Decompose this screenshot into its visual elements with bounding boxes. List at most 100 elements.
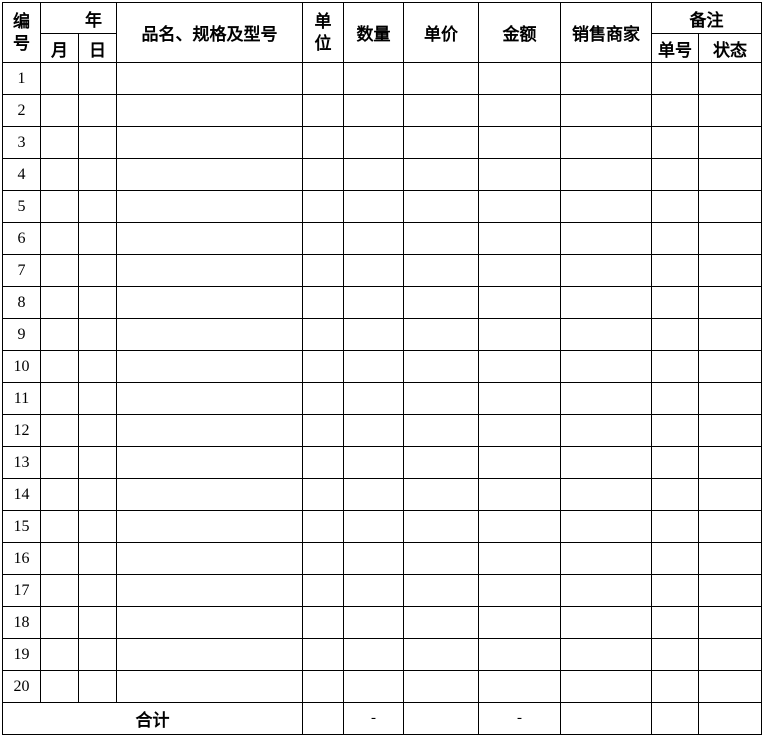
table-cell[interactable] — [698, 446, 762, 479]
table-cell[interactable] — [343, 190, 404, 223]
table-cell[interactable] — [403, 606, 479, 639]
table-cell[interactable] — [78, 414, 117, 447]
table-cell[interactable] — [343, 574, 404, 607]
table-cell[interactable] — [40, 254, 79, 287]
table-cell[interactable] — [403, 478, 479, 511]
table-cell[interactable] — [698, 222, 762, 255]
table-cell[interactable] — [403, 222, 479, 255]
table-cell[interactable] — [403, 670, 479, 703]
table-cell[interactable] — [343, 478, 404, 511]
table-cell[interactable] — [560, 542, 652, 575]
table-cell[interactable] — [40, 222, 79, 255]
table-cell[interactable] — [116, 606, 303, 639]
table-cell[interactable] — [478, 574, 561, 607]
table-cell[interactable] — [40, 350, 79, 383]
table-cell[interactable] — [560, 606, 652, 639]
table-cell[interactable] — [651, 62, 699, 95]
table-cell[interactable] — [560, 318, 652, 351]
table-cell[interactable] — [403, 62, 479, 95]
table-cell[interactable] — [698, 286, 762, 319]
table-cell[interactable] — [478, 190, 561, 223]
table-cell[interactable] — [478, 414, 561, 447]
table-cell[interactable] — [403, 638, 479, 671]
table-cell[interactable] — [403, 574, 479, 607]
total-unit-price[interactable] — [403, 702, 479, 735]
table-cell[interactable] — [302, 126, 344, 159]
table-cell[interactable] — [40, 126, 79, 159]
table-cell[interactable] — [651, 318, 699, 351]
table-cell[interactable] — [651, 414, 699, 447]
table-cell[interactable] — [78, 510, 117, 543]
table-cell[interactable] — [302, 382, 344, 415]
table-cell[interactable] — [560, 254, 652, 287]
table-cell[interactable] — [560, 414, 652, 447]
table-cell[interactable] — [698, 574, 762, 607]
table-cell[interactable] — [698, 126, 762, 159]
table-cell[interactable] — [478, 158, 561, 191]
table-cell[interactable] — [116, 446, 303, 479]
table-cell[interactable] — [560, 222, 652, 255]
table-cell[interactable] — [116, 542, 303, 575]
table-cell[interactable] — [343, 158, 404, 191]
table-cell[interactable] — [698, 158, 762, 191]
table-cell[interactable] — [698, 318, 762, 351]
table-cell[interactable] — [651, 286, 699, 319]
table-cell[interactable] — [560, 286, 652, 319]
table-cell[interactable] — [698, 542, 762, 575]
table-cell[interactable] — [343, 670, 404, 703]
total-unit[interactable] — [302, 702, 344, 735]
table-cell[interactable] — [78, 670, 117, 703]
table-cell[interactable] — [302, 638, 344, 671]
table-cell[interactable] — [403, 318, 479, 351]
table-cell[interactable] — [40, 478, 79, 511]
table-cell[interactable] — [302, 574, 344, 607]
table-cell[interactable] — [343, 542, 404, 575]
table-cell[interactable] — [343, 510, 404, 543]
table-cell[interactable] — [698, 414, 762, 447]
table-cell[interactable] — [651, 158, 699, 191]
table-cell[interactable] — [78, 126, 117, 159]
table-cell[interactable] — [478, 286, 561, 319]
table-cell[interactable] — [651, 254, 699, 287]
table-cell[interactable] — [478, 638, 561, 671]
table-cell[interactable] — [40, 318, 79, 351]
table-cell[interactable] — [651, 510, 699, 543]
table-cell[interactable] — [116, 414, 303, 447]
total-seller[interactable] — [560, 702, 652, 735]
table-cell[interactable] — [116, 382, 303, 415]
table-cell[interactable] — [40, 446, 79, 479]
table-cell[interactable] — [302, 542, 344, 575]
table-cell[interactable] — [698, 606, 762, 639]
table-cell[interactable] — [698, 350, 762, 383]
table-cell[interactable] — [116, 478, 303, 511]
table-cell[interactable] — [403, 190, 479, 223]
table-cell[interactable] — [40, 638, 79, 671]
table-cell[interactable] — [40, 606, 79, 639]
table-cell[interactable] — [302, 222, 344, 255]
table-cell[interactable] — [651, 478, 699, 511]
table-cell[interactable] — [302, 350, 344, 383]
table-cell[interactable] — [478, 94, 561, 127]
table-cell[interactable] — [116, 190, 303, 223]
table-cell[interactable] — [116, 574, 303, 607]
table-cell[interactable] — [343, 606, 404, 639]
table-cell[interactable] — [478, 222, 561, 255]
table-cell[interactable] — [651, 94, 699, 127]
table-cell[interactable] — [560, 670, 652, 703]
table-cell[interactable] — [343, 254, 404, 287]
table-cell[interactable] — [302, 190, 344, 223]
table-cell[interactable] — [403, 94, 479, 127]
table-cell[interactable] — [403, 286, 479, 319]
table-cell[interactable] — [116, 126, 303, 159]
table-cell[interactable] — [560, 382, 652, 415]
table-cell[interactable] — [78, 542, 117, 575]
table-cell[interactable] — [116, 350, 303, 383]
total-order-no[interactable] — [651, 702, 699, 735]
table-cell[interactable] — [478, 126, 561, 159]
table-cell[interactable] — [302, 670, 344, 703]
table-cell[interactable] — [343, 638, 404, 671]
table-cell[interactable] — [343, 94, 404, 127]
table-cell[interactable] — [302, 94, 344, 127]
table-cell[interactable] — [78, 606, 117, 639]
table-cell[interactable] — [560, 446, 652, 479]
